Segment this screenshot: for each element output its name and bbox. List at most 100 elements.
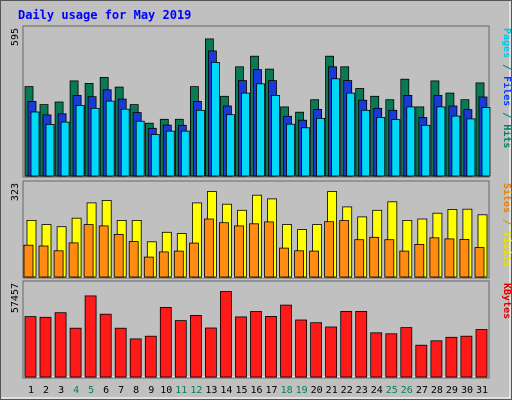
bar-sites-day-11 <box>173 250 184 278</box>
panel-frame-top <box>22 25 490 178</box>
bar-sites-day-4 <box>68 242 79 278</box>
bar-pages-day-24 <box>376 117 386 177</box>
bar-kbytes-day-14 <box>219 291 232 378</box>
bar-kbytes-day-27 <box>415 344 428 378</box>
bar-kbytes-day-12 <box>189 314 202 378</box>
bar-pages-day-21 <box>331 78 341 177</box>
bar-sites-day-7 <box>113 233 124 278</box>
bar-kbytes-day-8 <box>129 338 142 378</box>
bar-kbytes-day-20 <box>310 322 323 378</box>
bar-pages-day-6 <box>105 100 115 177</box>
day-label-31: 31 <box>476 385 488 396</box>
bar-pages-day-19 <box>301 127 311 177</box>
bar-kbytes-day-7 <box>114 327 127 378</box>
legend-part-top-3: / <box>501 106 512 124</box>
day-labels-group: 1 2 3 4 5 6 7 8 9 10 11 12 13 14 15 16 17 18 19 20 21 22 23 24 2… <box>28 385 488 396</box>
bar-pages-day-14 <box>225 114 235 177</box>
bar-pages-day-23 <box>361 109 371 177</box>
legend-part-bottom-0: KBytes <box>501 283 512 319</box>
bar-pages-day-26 <box>406 106 416 177</box>
day-label-28: 28 <box>431 385 443 396</box>
day-label-7: 7 <box>118 385 124 396</box>
day-label-16: 16 <box>250 385 262 396</box>
bar-sites-day-3 <box>53 250 64 278</box>
legend-part-top-4: Hits <box>501 124 512 148</box>
bar-sites-day-10 <box>158 251 169 278</box>
bar-kbytes-day-28 <box>430 340 443 378</box>
bar-sites-day-31 <box>474 247 485 278</box>
bar-sites-day-20 <box>309 250 320 278</box>
bar-sites-day-25 <box>384 239 395 278</box>
bar-pages-day-5 <box>90 107 100 177</box>
day-label-10: 10 <box>160 385 172 396</box>
day-label-15: 15 <box>235 385 247 396</box>
legend-part-top-2: Files <box>501 76 512 106</box>
day-label-24: 24 <box>371 385 383 396</box>
bar-pages-day-18 <box>286 123 295 177</box>
y-max-label-middle: 323 <box>10 183 21 201</box>
legend-part-top-0: Pages <box>501 28 512 58</box>
bar-kbytes-day-25 <box>385 333 398 378</box>
bar-sites-day-12 <box>188 242 199 278</box>
bar-pages-day-17 <box>271 95 280 177</box>
bar-sites-day-14 <box>218 222 229 278</box>
bar-kbytes-day-31 <box>475 329 488 378</box>
bar-pages-day-16 <box>256 83 265 177</box>
bar-kbytes-day-19 <box>295 319 308 378</box>
bar-sites-day-8 <box>128 241 139 278</box>
bar-pages-day-30 <box>466 118 476 177</box>
day-label-29: 29 <box>446 385 458 396</box>
series-legend-top: Pages / Files / Hits <box>501 28 512 148</box>
bar-kbytes-day-10 <box>159 306 172 378</box>
day-label-20: 20 <box>311 385 323 396</box>
bar-sites-day-9 <box>143 256 154 278</box>
day-label-26: 26 <box>401 385 413 396</box>
bar-sites-day-22 <box>339 220 350 278</box>
day-label-4: 4 <box>73 385 79 396</box>
bar-kbytes-day-1 <box>24 316 37 378</box>
chart-title: Daily usage for May 2019 <box>18 8 191 22</box>
day-label-11: 11 <box>175 385 187 396</box>
bar-kbytes-day-18 <box>280 304 292 378</box>
panel-frame-middle <box>22 180 490 279</box>
bar-kbytes-day-11 <box>174 320 187 378</box>
bar-pages-day-4 <box>75 105 85 177</box>
bar-kbytes-day-9 <box>144 335 157 378</box>
series-legend-bottom: KBytes <box>501 283 512 319</box>
bar-pages-day-1 <box>30 111 40 177</box>
bar-kbytes-day-13 <box>204 327 217 378</box>
bar-pages-day-11 <box>180 130 190 177</box>
bar-sites-day-18 <box>279 247 289 278</box>
bar-kbytes-day-6 <box>99 313 112 378</box>
bar-kbytes-day-22 <box>340 310 353 378</box>
bar-pages-day-15 <box>241 92 250 177</box>
day-label-12: 12 <box>190 385 202 396</box>
day-label-17: 17 <box>265 385 277 396</box>
day-label-25: 25 <box>386 385 398 396</box>
day-label-14: 14 <box>220 385 232 396</box>
bar-sites-day-27 <box>414 243 425 278</box>
bar-sites-day-21 <box>324 221 335 278</box>
day-label-23: 23 <box>356 385 368 396</box>
bar-pages-day-10 <box>165 130 175 177</box>
bar-pages-day-13 <box>210 62 220 177</box>
bar-sites-day-2 <box>38 245 49 278</box>
legend-part-middle-2: Visits <box>501 231 512 267</box>
day-label-5: 5 <box>88 385 94 396</box>
day-label-19: 19 <box>296 385 308 396</box>
bar-pages-day-3 <box>60 121 70 177</box>
legend-part-top-1: / <box>501 58 512 76</box>
bar-kbytes-day-24 <box>370 332 383 378</box>
day-label-6: 6 <box>103 385 109 396</box>
bar-pages-day-12 <box>195 109 205 177</box>
day-label-22: 22 <box>341 385 353 396</box>
panels-group: 595 Pages / Files / Hits 323 Sites / Visits… <box>10 25 512 379</box>
bar-pages-day-25 <box>391 119 401 177</box>
bar-pages-day-27 <box>421 124 431 177</box>
bar-sites-day-26 <box>399 250 410 278</box>
legend-part-middle-1: / <box>501 213 512 231</box>
bar-kbytes-day-23 <box>355 310 368 378</box>
bar-sites-day-19 <box>294 250 305 278</box>
